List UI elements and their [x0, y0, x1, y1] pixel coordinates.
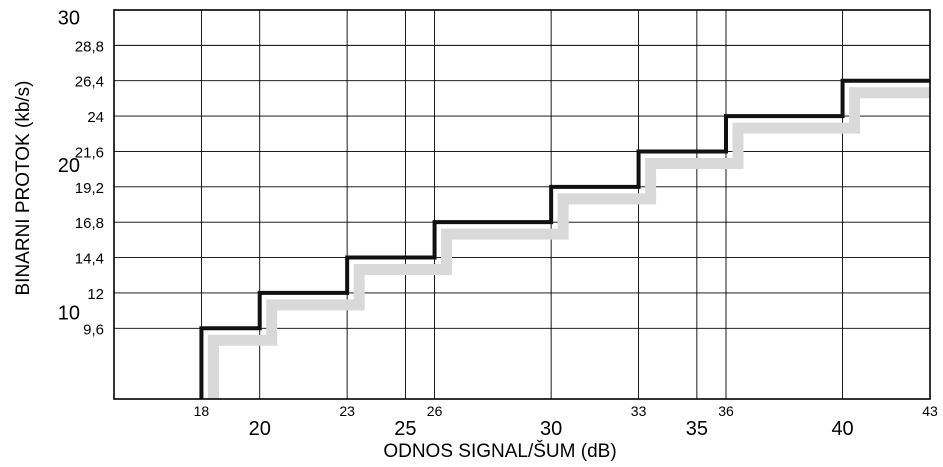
- y-tick-label-minor: 9,6: [83, 321, 104, 338]
- y-tick-label-major: 30: [58, 8, 80, 30]
- x-tick-label-major: 35: [686, 418, 708, 440]
- series-shadow: [213, 93, 930, 399]
- y-tick-label-major: 10: [58, 302, 80, 324]
- x-tick-label-major: 40: [831, 418, 853, 440]
- x-tick-label-major: 25: [394, 418, 416, 440]
- y-tick-label-minor: 16,8: [75, 215, 104, 232]
- y-tick-label-major: 20: [58, 155, 80, 177]
- y-tick-label-minor: 14,4: [75, 251, 104, 268]
- x-axis-label: ODNOS SIGNAL/ŠUM (dB): [383, 440, 616, 462]
- x-tick-label-minor: 18: [194, 403, 210, 419]
- y-tick-label-minor: 26,4: [75, 74, 104, 91]
- series-shadow-path: [213, 93, 930, 399]
- x-tick-label-minor: 33: [631, 403, 647, 419]
- x-tick-label-major: 20: [249, 418, 271, 440]
- x-tick-label-minor: 23: [339, 403, 355, 419]
- y-tick-label-minor: 19,2: [75, 180, 104, 197]
- x-tick-label-major: 30: [540, 418, 562, 440]
- y-tick-label-minor: 24: [87, 109, 104, 126]
- y-axis-label: BINARNI PROTOK (kb/s): [13, 80, 34, 295]
- x-tick-label-minor: 26: [427, 403, 443, 419]
- y-tick-label-minor: 28,8: [75, 38, 104, 55]
- x-tick-label-minor: 43: [922, 403, 938, 419]
- x-tick-label-minor: 36: [718, 403, 734, 419]
- y-tick-label-minor: 12: [87, 286, 104, 303]
